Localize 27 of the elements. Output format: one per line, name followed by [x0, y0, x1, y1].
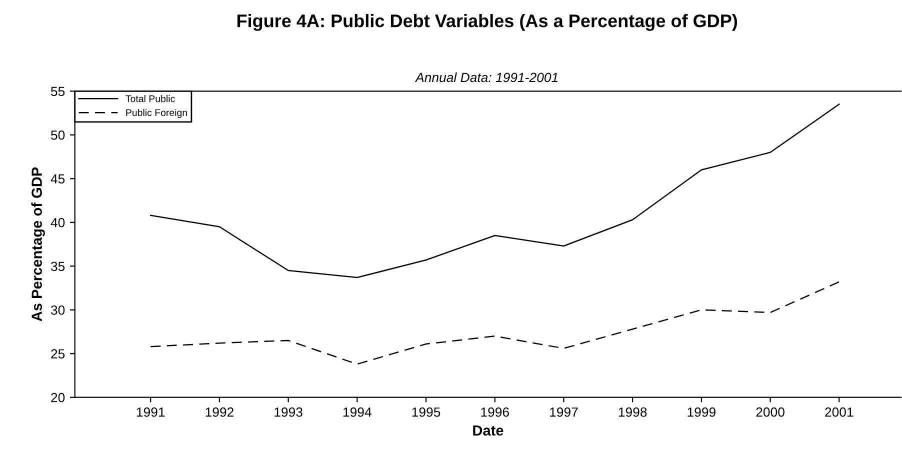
y-tick-label: 55 — [50, 86, 65, 96]
x-tick-label: 1993 — [274, 407, 302, 417]
y-tick-label: 35 — [50, 262, 65, 272]
y-tick-label: 25 — [51, 349, 65, 359]
x-tick-label: 1997 — [550, 407, 578, 417]
x-tick-label: 1995 — [412, 407, 440, 417]
line-series — [150, 281, 840, 365]
line-series — [150, 104, 840, 278]
chart-title: Figure 4A: Public Debt Variables (As a Percentage of GDP) — [237, 14, 738, 31]
x-tick-label: 2000 — [756, 407, 784, 417]
legend-label: Total Public — [126, 95, 175, 102]
x-tick-label: 1992 — [206, 407, 234, 417]
y-tick-label: 40 — [50, 218, 65, 228]
y-tick-label: 50 — [50, 130, 65, 140]
x-tick-label: 1991 — [136, 407, 165, 417]
chart-subtitle: Annual Data: 1991-2001 — [414, 72, 558, 82]
x-tick-label: 2001 — [825, 407, 854, 417]
y-tick-label: 45 — [50, 174, 65, 184]
legend-label: Public Foreign — [126, 108, 187, 118]
x-tick-label: 1996 — [481, 407, 509, 417]
x-axis-title: Date — [473, 425, 504, 436]
x-tick-label: 1999 — [688, 407, 716, 417]
y-axis-title: As Percentage of GDP — [31, 167, 45, 322]
x-tick-label: 1994 — [343, 407, 372, 417]
y-tick-label: 30 — [50, 305, 65, 315]
y-tick-label: 20 — [51, 392, 65, 402]
x-tick-label: 1998 — [618, 407, 647, 417]
